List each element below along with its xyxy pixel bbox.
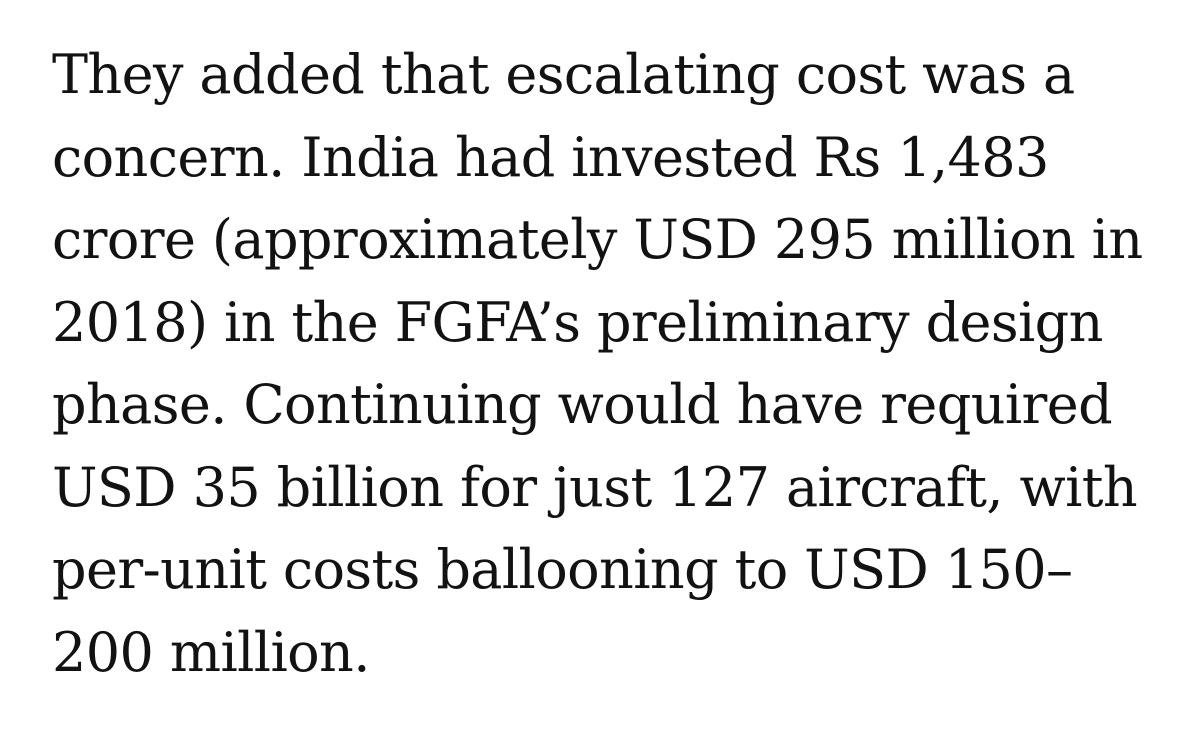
paragraph-line: per-unit costs ballooning to USD 150– bbox=[52, 538, 1073, 601]
article-paragraph: They added that escalating cost was a co… bbox=[52, 34, 1172, 694]
paragraph-line: 200 million. bbox=[52, 620, 370, 684]
paragraph-line: 2018) in the FGFA’s preliminary design bbox=[52, 290, 1103, 354]
paragraph-line: phase. Continuing would have required bbox=[52, 373, 1113, 436]
paragraph-line: crore (approximately USD 295 million in bbox=[52, 208, 1143, 271]
paragraph-line: concern. India had invested Rs 1,483 bbox=[52, 125, 1049, 189]
paragraph-line: They added that escalating cost was a bbox=[52, 43, 1075, 106]
paragraph-line: USD 35 billion for just 127 aircraft, wi… bbox=[52, 455, 1138, 519]
